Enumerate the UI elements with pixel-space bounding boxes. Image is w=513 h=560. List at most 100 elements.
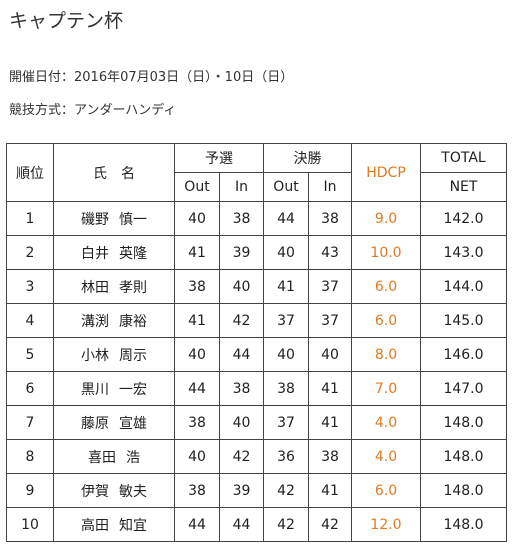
final-in-cell: 38 — [308, 201, 352, 236]
final-in-cell: 41 — [308, 371, 352, 406]
header-final-in: In — [308, 172, 352, 202]
table-row: 7 藤原 宣雄 38 40 37 41 4.0 148.0 — [6, 405, 507, 440]
rank-cell: 3 — [6, 269, 54, 304]
name-cell: 伊賀 敏夫 — [53, 473, 175, 508]
qualifying-in-cell: 40 — [219, 405, 264, 440]
name-cell: 高田 知宜 — [53, 507, 175, 542]
hdcp-cell: 4.0 — [351, 439, 421, 474]
header-net: NET — [420, 172, 507, 202]
name-cell: 藤原 宣雄 — [53, 405, 175, 440]
qualifying-out-cell: 38 — [174, 405, 220, 440]
name-cell: 林田 孝則 — [53, 269, 175, 304]
final-out-cell: 44 — [263, 201, 309, 236]
rank-cell: 9 — [6, 473, 54, 508]
header-final-out: Out — [263, 172, 309, 202]
page-title: キャプテン杯 — [9, 10, 124, 32]
header-rank: 順位 — [6, 143, 54, 202]
event-date: 開催日付：2016年07月03日（日）・10日（日） — [9, 70, 294, 85]
hdcp-cell: 10.0 — [351, 235, 421, 270]
table-row: 8 喜田浩 40 42 36 38 4.0 148.0 — [6, 439, 507, 474]
table-row: 5 小林 周示 40 44 40 40 8.0 146.0 — [6, 337, 507, 372]
final-in-cell: 37 — [308, 303, 352, 338]
header-name: 氏 名 — [53, 143, 175, 202]
net-cell: 147.0 — [420, 371, 507, 406]
final-out-cell: 37 — [263, 303, 309, 338]
qualifying-out-cell: 40 — [174, 439, 220, 474]
net-cell: 148.0 — [420, 507, 507, 542]
final-out-cell: 42 — [263, 507, 309, 542]
final-out-cell: 41 — [263, 269, 309, 304]
hdcp-cell: 12.0 — [351, 507, 421, 542]
net-cell: 148.0 — [420, 405, 507, 440]
table-row: 3 林田 孝則 38 40 41 37 6.0 144.0 — [6, 269, 507, 304]
header-qualifying: 予選 — [174, 143, 264, 173]
table-header: 順位 氏 名 予選 決勝 HDCP TOTAL Out In Out In NE… — [6, 143, 507, 202]
rank-cell: 2 — [6, 235, 54, 270]
hdcp-cell: 4.0 — [351, 405, 421, 440]
final-out-cell: 37 — [263, 405, 309, 440]
name-cell: 喜田浩 — [53, 439, 175, 474]
qualifying-out-cell: 38 — [174, 269, 220, 304]
player-given-name: 知宜 — [119, 517, 147, 534]
player-given-name: 宣雄 — [119, 415, 147, 432]
qualifying-out-cell: 41 — [174, 235, 220, 270]
player-given-name: 孝則 — [119, 279, 147, 296]
hdcp-cell: 6.0 — [351, 269, 421, 304]
final-in-cell: 41 — [308, 405, 352, 440]
hdcp-cell: 9.0 — [351, 201, 421, 236]
player-surname: 高田 — [81, 517, 109, 534]
player-surname: 黒川 — [81, 381, 109, 398]
qualifying-in-cell: 39 — [219, 473, 264, 508]
qualifying-in-cell: 38 — [219, 371, 264, 406]
qualifying-in-cell: 40 — [219, 269, 264, 304]
player-given-name: 敏夫 — [119, 483, 147, 500]
table-row: 4 溝渕 康裕 41 42 37 37 6.0 145.0 — [6, 303, 507, 338]
player-given-name: 康裕 — [119, 313, 147, 330]
header-total: TOTAL — [420, 143, 507, 173]
qualifying-out-cell: 44 — [174, 371, 220, 406]
name-cell: 黒川 一宏 — [53, 371, 175, 406]
player-given-name: 一宏 — [119, 381, 147, 398]
rank-cell: 5 — [6, 337, 54, 372]
net-cell: 145.0 — [420, 303, 507, 338]
header-final: 決勝 — [263, 143, 352, 173]
qualifying-out-cell: 40 — [174, 201, 220, 236]
net-cell: 148.0 — [420, 439, 507, 474]
qualifying-in-cell: 42 — [219, 439, 264, 474]
rank-cell: 6 — [6, 371, 54, 406]
qualifying-in-cell: 44 — [219, 337, 264, 372]
header-qualifying-out: Out — [174, 172, 220, 202]
player-surname: 林田 — [81, 279, 109, 296]
net-cell: 146.0 — [420, 337, 507, 372]
qualifying-out-cell: 40 — [174, 337, 220, 372]
player-given-name: 英隆 — [119, 245, 147, 262]
table-row: 9 伊賀 敏夫 38 39 42 41 6.0 148.0 — [6, 473, 507, 508]
final-out-cell: 38 — [263, 371, 309, 406]
net-cell: 143.0 — [420, 235, 507, 270]
hdcp-cell: 6.0 — [351, 303, 421, 338]
name-cell: 溝渕 康裕 — [53, 303, 175, 338]
net-cell: 142.0 — [420, 201, 507, 236]
table-row: 2 白井 英隆 41 39 40 43 10.0 143.0 — [6, 235, 507, 270]
final-in-cell: 40 — [308, 337, 352, 372]
final-out-cell: 40 — [263, 235, 309, 270]
net-cell: 148.0 — [420, 473, 507, 508]
hdcp-cell: 8.0 — [351, 337, 421, 372]
table-body: 1 磯野 慎一 40 38 44 38 9.0 142.0 2 白井 英隆 41 3… — [6, 201, 507, 542]
net-cell: 144.0 — [420, 269, 507, 304]
name-cell: 磯野 慎一 — [53, 201, 175, 236]
player-surname: 藤原 — [81, 415, 109, 432]
results-table: 順位 氏 名 予選 決勝 HDCP TOTAL Out In Out In NE… — [6, 143, 507, 542]
qualifying-in-cell: 38 — [219, 201, 264, 236]
table-row: 1 磯野 慎一 40 38 44 38 9.0 142.0 — [6, 201, 507, 236]
final-in-cell: 37 — [308, 269, 352, 304]
rank-cell: 8 — [6, 439, 54, 474]
player-surname: 伊賀 — [81, 483, 109, 500]
player-given-name: 浩 — [126, 449, 140, 466]
final-out-cell: 40 — [263, 337, 309, 372]
qualifying-out-cell: 41 — [174, 303, 220, 338]
final-in-cell: 38 — [308, 439, 352, 474]
name-cell: 白井 英隆 — [53, 235, 175, 270]
rank-cell: 7 — [6, 405, 54, 440]
player-surname: 喜田 — [88, 449, 116, 466]
